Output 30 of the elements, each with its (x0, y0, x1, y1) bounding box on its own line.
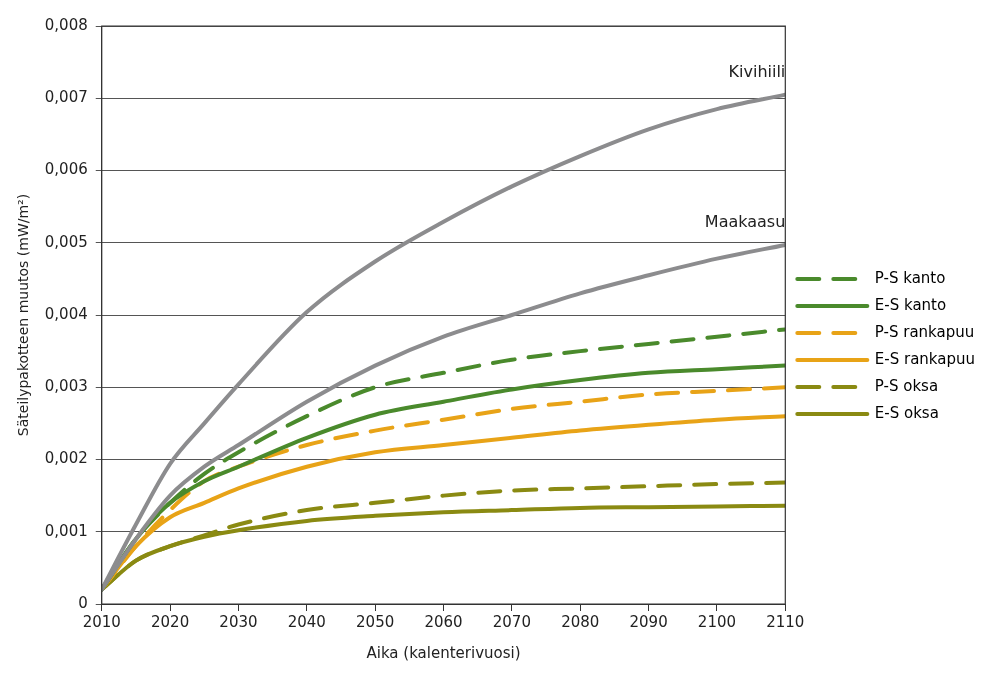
x-tick-label: 2030 (219, 612, 258, 631)
y-tick-label: 0,001 (44, 521, 88, 540)
annotation: Kivihiili (728, 61, 786, 81)
y-tick-label: 0,008 (44, 15, 88, 34)
legend-label: E-S oksa (874, 403, 939, 422)
y-tick-label: 0,002 (44, 449, 88, 468)
x-tick-label: 2060 (424, 612, 463, 631)
x-tick-label: 2010 (82, 612, 121, 631)
legend-label: P-S oksa (874, 376, 939, 395)
x-tick-label: 2050 (356, 612, 395, 631)
annotation: Maakaasu (704, 212, 786, 232)
x-tick-label: 2090 (629, 612, 668, 631)
legend-label: P-S kanto (874, 268, 946, 287)
x-tick-label: 2100 (697, 612, 737, 631)
y-axis-title: Säteilypakotteen muutos (mW/m²) (15, 193, 32, 437)
x-axis-title: Aika (kalenterivuosi) (366, 643, 521, 662)
y-tick-label: 0,007 (44, 88, 88, 107)
y-tick-label: 0 (78, 593, 88, 612)
x-tick-label: 2110 (766, 612, 805, 631)
legend-label: E-S rankapuu (874, 349, 976, 368)
y-tick-label: 0,005 (44, 232, 88, 251)
x-tick-label: 2040 (287, 612, 326, 631)
x-tick-label: 2020 (151, 612, 190, 631)
y-tick-label: 0,003 (44, 377, 88, 396)
y-tick-label: 0,006 (44, 160, 88, 179)
y-tick-label: 0,004 (44, 304, 88, 323)
legend-label: P-S rankapuu (874, 322, 975, 341)
legend-label: E-S kanto (874, 295, 947, 314)
x-tick-label: 2080 (561, 612, 600, 631)
x-tick-label: 2070 (492, 612, 531, 631)
